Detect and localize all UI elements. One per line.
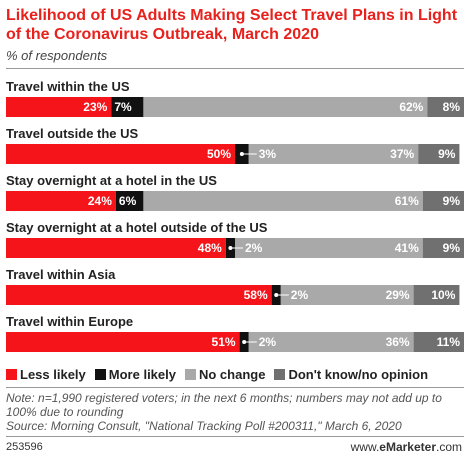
category-label: Stay overnight at a hotel in the US [6,173,217,188]
data-label: 7% [114,100,132,114]
top-divider [6,68,464,69]
bar-segment-more-likely [111,97,144,117]
data-label: 23% [83,100,107,114]
bar-segment-less-likely [6,285,272,305]
category-label: Stay overnight at a hotel outside of the… [6,220,268,235]
legend-item-don-t-know-no-opinion: Don't know/no opinion [274,367,428,382]
source-text: Source: Morning Consult, "National Track… [6,419,402,433]
legend-label: Less likely [20,366,86,382]
data-label: 37% [390,147,414,161]
data-label: 36% [386,335,410,349]
category-label: Travel within Europe [6,314,133,329]
data-label: 61% [395,194,419,208]
data-label: 9% [443,241,461,255]
data-label: 24% [88,194,112,208]
bar-segment-don-t-know-no-opinion [422,238,464,258]
data-label: 9% [438,147,456,161]
bar-segment-less-likely [6,332,240,352]
data-label: 11% [437,335,461,349]
bar-segment-don-t-know-no-opinion [427,97,464,117]
data-label: 58% [244,288,268,302]
bar-segment-no-change [248,144,419,164]
brand-suffix: .com [435,440,462,454]
data-label: 50% [207,147,231,161]
bar-segment-less-likely [6,144,235,164]
footer-divider [6,436,464,437]
legend-swatch [184,368,196,380]
legend-item-less-likely: Less likely [6,367,86,382]
bar-segment-less-likely [6,97,112,117]
legend-swatch [94,368,106,380]
category-label: Travel outside the US [6,126,139,141]
legend-item-more-likely: More likely [94,366,176,382]
bar-segment-more-likely [115,191,144,211]
footnote: Note: n=1,990 registered voters; in the … [6,391,466,433]
brand-prefix: www. [350,440,380,454]
note-text: Note: n=1,990 registered voters; in the … [6,391,442,419]
data-label: 48% [198,241,222,255]
data-label: 41% [395,241,419,255]
category-label: Travel within the US [6,79,130,94]
legend-swatch [6,368,17,380]
data-label: 8% [443,100,461,114]
chart-title: Likelihood of US Adults Making Select Tr… [6,7,458,43]
bar-segment-no-change [143,191,423,211]
bar-segment-less-likely [6,191,116,211]
bar-segment-don-t-know-no-opinion [422,191,464,211]
data-label: 51% [212,335,236,349]
bar-segment-no-change [235,238,423,258]
data-label: 62% [399,100,423,114]
legend-item-no-change: No change [184,366,266,382]
brand-name: eMarketer [379,440,436,454]
bar-segment-don-t-know-no-opinion [413,285,460,305]
data-label: 2% [291,288,309,302]
chart-subtitle: % of respondents [6,48,108,63]
bar-segment-less-likely [6,238,226,258]
legend-swatch [274,368,286,380]
bar-segment-no-change [143,97,428,117]
bar-segment-no-change [248,332,414,352]
data-label: 2% [259,335,277,349]
data-label: 6% [119,194,137,208]
data-label: 29% [386,288,410,302]
data-label: 9% [443,194,461,208]
legend-label: More likely [108,366,176,382]
data-label: 2% [245,241,263,255]
legend-divider [6,387,464,388]
brand-credit: www.eMarketer.com [351,440,462,454]
legend: Less likely More likely No change Don't kno… [6,365,466,383]
bar-segment-no-change [280,285,414,305]
chart-id: 253596 [6,441,43,453]
legend-label: No change [198,366,266,382]
stacked-bar-chart: Travel within the US 23% 7% 62% 8% Travel out… [6,79,464,352]
category-label: Travel within Asia [6,267,116,282]
bar-segment-don-t-know-no-opinion [418,144,460,164]
legend-label: Don't know/no opinion [288,366,429,382]
data-label: 10% [431,288,455,302]
bar-segment-don-t-know-no-opinion [413,332,464,352]
data-label: 3% [259,147,277,161]
